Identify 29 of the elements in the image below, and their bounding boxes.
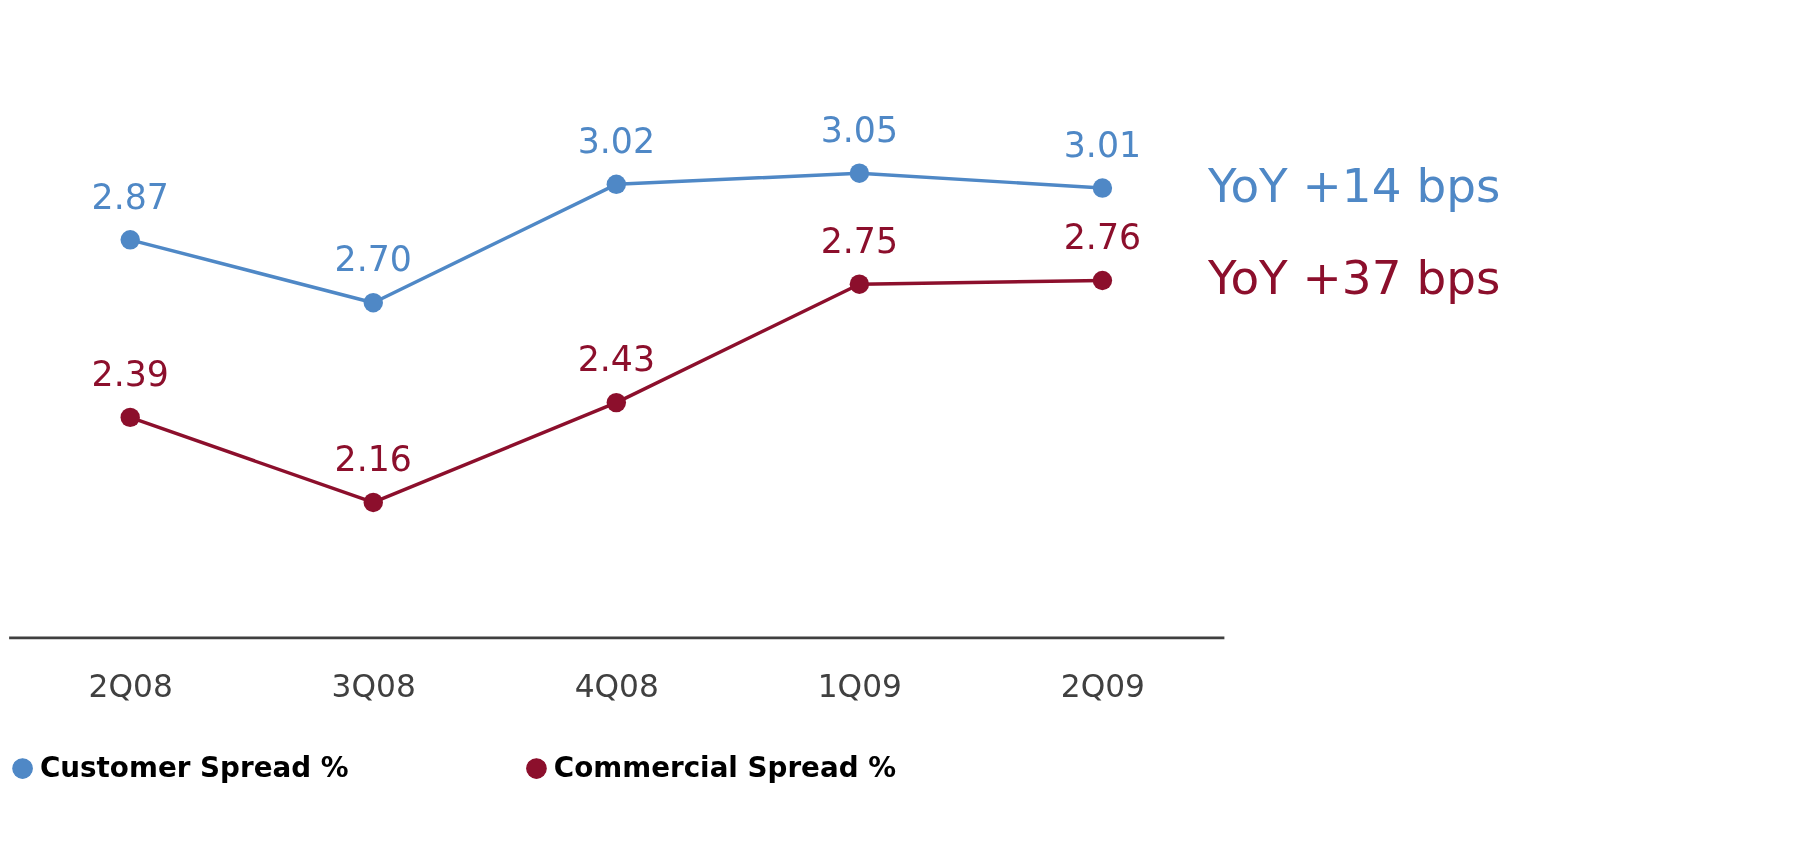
x-tick-label: 3Q08 bbox=[331, 667, 416, 704]
x-tick-label: 2Q08 bbox=[88, 667, 173, 704]
data-label: 2.75 bbox=[820, 220, 899, 261]
data-label: 2.87 bbox=[91, 176, 169, 217]
x-tick-label: 2Q09 bbox=[1060, 667, 1145, 704]
point bbox=[363, 492, 383, 513]
point bbox=[1092, 270, 1113, 291]
point bbox=[606, 174, 627, 194]
data-label: 2.43 bbox=[577, 339, 655, 380]
annotation: YoY +14 bps bbox=[1207, 157, 1501, 213]
point bbox=[606, 392, 627, 413]
point bbox=[120, 407, 140, 428]
point bbox=[849, 163, 870, 183]
data-label: 2.16 bbox=[334, 439, 412, 480]
data-label: 2.76 bbox=[1063, 217, 1142, 258]
x-tick-label: 1Q09 bbox=[817, 667, 902, 704]
point bbox=[849, 274, 870, 294]
legend-label: Customer Spread % bbox=[39, 751, 349, 785]
data-label: 2.70 bbox=[334, 239, 412, 280]
data-label: 3.02 bbox=[577, 121, 655, 162]
legend-label: Commercial Spread % bbox=[553, 751, 897, 785]
data-label: 2.39 bbox=[91, 354, 169, 395]
data-label: 3.01 bbox=[1063, 124, 1142, 165]
point bbox=[120, 230, 140, 250]
point bbox=[1092, 178, 1113, 198]
x-tick-label: 4Q08 bbox=[574, 667, 659, 704]
point bbox=[363, 293, 383, 313]
annotation: YoY +37 bps bbox=[1207, 250, 1501, 306]
data-label: 3.05 bbox=[820, 109, 899, 150]
